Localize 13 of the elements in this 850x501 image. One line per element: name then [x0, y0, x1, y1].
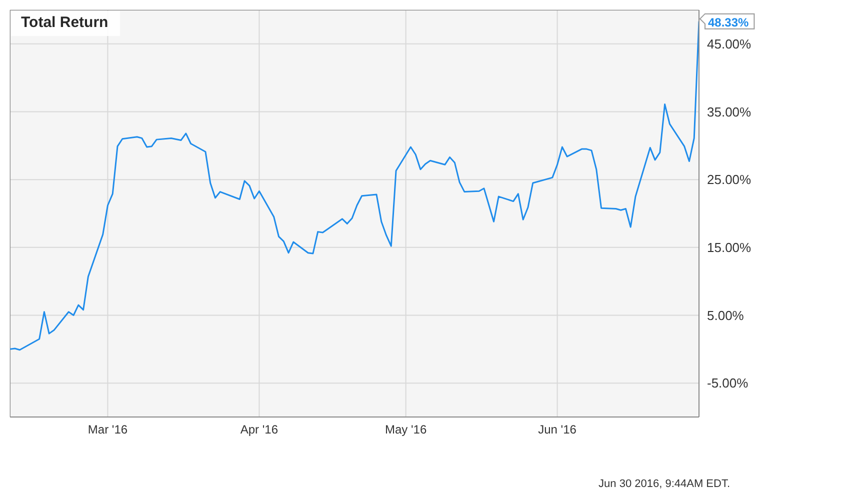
y-tick-label: 15.00% [707, 240, 752, 256]
y-tick-label: 35.00% [707, 104, 752, 120]
chart-title: Total Return [11, 11, 120, 36]
y-tick-label: 45.00% [707, 36, 752, 52]
text: Jun 30 2016, 9:44AM EDT. [598, 478, 730, 490]
data-label: 48.33% [708, 15, 750, 30]
x-tick-label: Apr '16 [240, 422, 278, 437]
x-tick-label: May '16 [384, 422, 427, 437]
y-tick-label: 25.00% [707, 172, 752, 188]
y-tick-label: -5.00% [707, 376, 749, 391]
x-tick-label: Jun '16 [538, 422, 577, 437]
x-tick-label: Mar '16 [88, 422, 128, 437]
y-tick-label: 5.00% [707, 308, 744, 323]
